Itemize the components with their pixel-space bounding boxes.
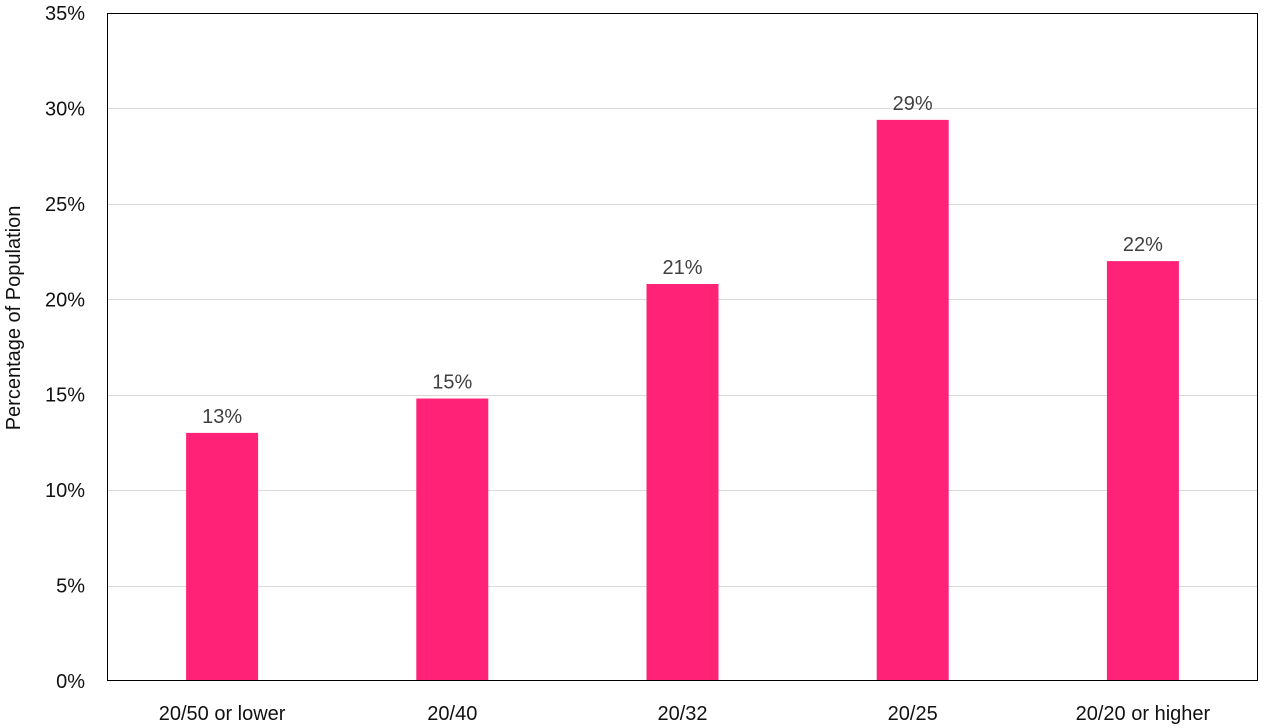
y-tick-label-2: 10% [45, 480, 85, 502]
data-label-1: 15% [432, 372, 472, 394]
y-tick-label-1: 5% [56, 576, 85, 598]
bar-0 [186, 432, 259, 681]
data-label-2: 21% [662, 257, 702, 279]
x-tick-label-4: 20/20 or higher [1076, 703, 1211, 725]
y-tick-label-0: 0% [56, 671, 85, 693]
x-tick-label-0: 20/50 or lower [159, 703, 286, 725]
y-tick-label-5: 25% [45, 194, 85, 216]
plot-border [107, 13, 1258, 681]
data-label-0: 13% [202, 406, 242, 428]
plot-frame [107, 13, 1258, 681]
data-labels: 13% 15% 21% 29% 22% [202, 93, 1163, 428]
data-label-3: 29% [893, 93, 933, 115]
y-tick-label-3: 15% [45, 385, 85, 407]
bar-3 [876, 119, 949, 681]
y-axis-tick-labels: 0% 5% 10% 15% 20% 25% 30% 35% [45, 3, 85, 693]
bar-4 [1106, 261, 1179, 681]
x-tick-label-1: 20/40 [427, 703, 477, 725]
bar-2 [646, 284, 719, 681]
bars [186, 119, 1179, 681]
y-axis-title: Percentage of Population [3, 206, 25, 431]
data-label-4: 22% [1123, 234, 1163, 256]
x-tick-label-3: 20/25 [888, 703, 938, 725]
x-axis-tick-labels: 20/50 or lower 20/40 20/32 20/25 20/20 or hi… [159, 703, 1211, 725]
y-tick-label-7: 35% [45, 3, 85, 25]
y-tick-label-6: 30% [45, 98, 85, 120]
bar-1 [416, 398, 489, 681]
x-tick-label-2: 20/32 [657, 703, 707, 725]
y-tick-label-4: 20% [45, 289, 85, 311]
